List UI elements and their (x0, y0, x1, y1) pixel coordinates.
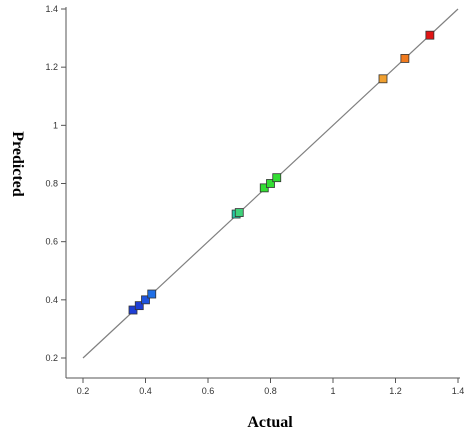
data-points (128, 30, 435, 315)
data-point (425, 30, 435, 40)
data-point (266, 179, 275, 188)
data-point (147, 289, 157, 299)
x-tick-label: 1 (330, 386, 335, 396)
y-tick-label: 0.4 (45, 295, 58, 305)
x-axis-title: Actual (247, 414, 293, 431)
y-tick-label: 1.2 (45, 62, 58, 72)
data-point (400, 54, 410, 63)
y-tick-label: 1 (53, 120, 58, 130)
x-ticks: 0.2 0.4 0.6 0.8 1 1.2 1.4 (77, 378, 465, 396)
y-tick-label: 0.2 (45, 353, 58, 363)
axes (65, 7, 460, 379)
y-tick-label: 0.6 (45, 237, 58, 247)
x-tick-label: 0.4 (139, 386, 152, 396)
y-tick-label: 1.4 (45, 4, 58, 14)
data-point (272, 173, 282, 183)
data-point (141, 295, 150, 305)
x-tick-label: 0.2 (77, 386, 90, 396)
data-point (134, 301, 144, 311)
y-axis-title: Predicted (9, 131, 26, 197)
y-ticks: 0.2 0.4 0.6 0.8 1 1.2 1.4 (45, 4, 66, 363)
y-tick-label: 0.8 (45, 179, 58, 189)
x-tick-label: 0.6 (202, 386, 215, 396)
data-point (234, 208, 244, 217)
x-tick-label: 1.2 (389, 386, 402, 396)
data-point (378, 74, 388, 84)
x-tick-label: 0.8 (264, 386, 277, 396)
x-tick-label: 1.4 (452, 386, 465, 396)
